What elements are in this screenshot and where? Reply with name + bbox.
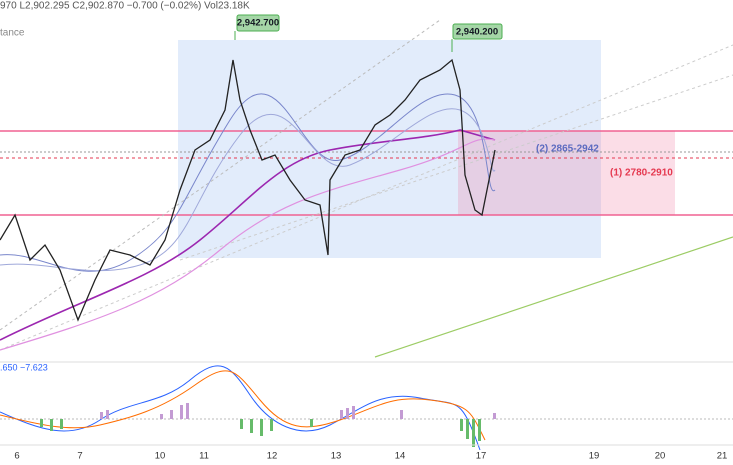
macd-label: .650 −7.623 bbox=[0, 362, 48, 372]
target-box bbox=[458, 131, 675, 215]
x-tick-label: 14 bbox=[395, 451, 406, 462]
macd-line bbox=[0, 365, 481, 451]
x-tick-label: 12 bbox=[267, 451, 278, 462]
price-line bbox=[0, 58, 496, 322]
ma-line bbox=[0, 138, 496, 351]
price-tag bbox=[452, 23, 503, 40]
histogram bbox=[40, 419, 481, 447]
indicator-label: tance bbox=[0, 28, 25, 39]
ohlc-header: 970 L2,902.295 C2,902.870 −0.700 (−0.02%… bbox=[0, 1, 250, 12]
x-tick-label: 7 bbox=[77, 451, 82, 462]
x-tick-label: 17 bbox=[476, 451, 487, 462]
x-tick-label: 10 bbox=[155, 451, 166, 462]
x-tick-label: 20 bbox=[655, 451, 666, 462]
trend-line bbox=[374, 236, 733, 358]
price-tag bbox=[236, 14, 280, 32]
x-tick-label: 13 bbox=[331, 451, 342, 462]
trend-line bbox=[0, 44, 733, 351]
ma-line bbox=[0, 129, 496, 341]
x-tick-label: 6 bbox=[14, 451, 19, 462]
price-tag-label: 2,942.700 bbox=[237, 18, 279, 29]
range-box bbox=[178, 40, 601, 258]
zone-label: (2) 2865-2942 bbox=[536, 144, 599, 155]
x-tick-label: 19 bbox=[589, 451, 600, 462]
x-tick-label: 21 bbox=[717, 451, 728, 462]
x-tick-label: 11 bbox=[199, 451, 209, 462]
histogram bbox=[100, 403, 496, 419]
zone-label: (1) 2780-2910 bbox=[610, 168, 673, 179]
ma-line bbox=[0, 108, 496, 272]
signal-line bbox=[0, 370, 486, 441]
trend-line bbox=[179, 74, 733, 261]
price-tag-label: 2,940.200 bbox=[456, 27, 498, 38]
